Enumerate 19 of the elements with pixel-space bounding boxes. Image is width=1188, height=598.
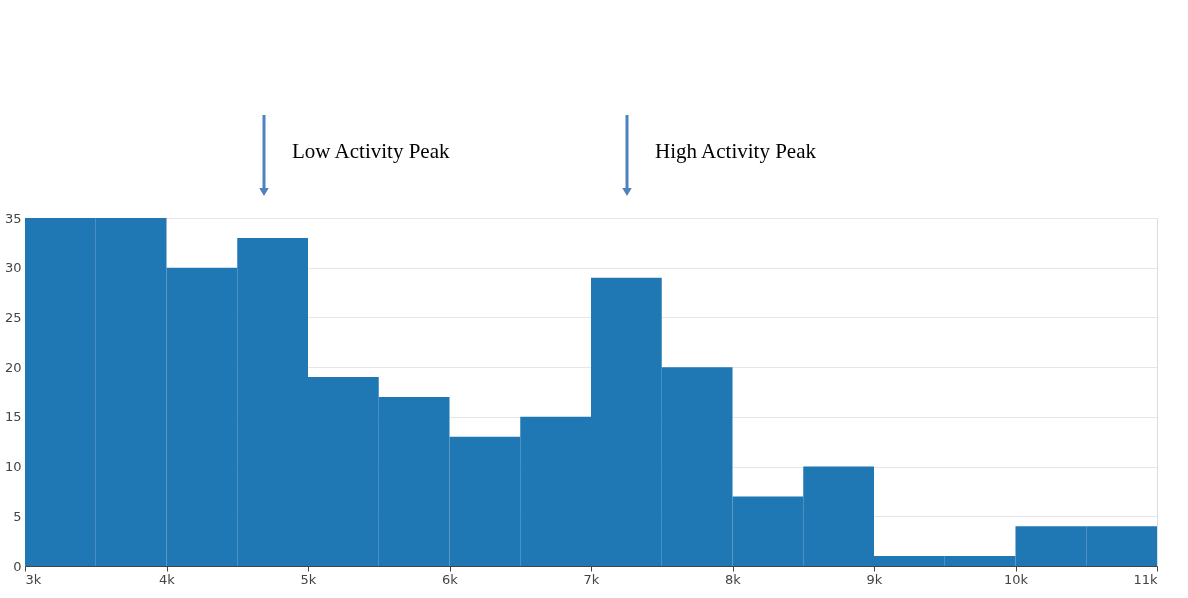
- y-tick-label: 25: [4, 309, 22, 325]
- x-tick-label: 10k: [1003, 571, 1029, 587]
- x-tick-label: 11k: [1133, 571, 1158, 587]
- y-tick-label: 5: [13, 508, 22, 524]
- y-tick-label: 20: [4, 359, 22, 375]
- y-tick-label: 30: [4, 260, 22, 276]
- x-tick-label: 5k: [300, 571, 317, 587]
- x-tick-label: 6k: [442, 571, 459, 587]
- x-tick-label: 4k: [159, 571, 176, 587]
- x-tick-label: 7k: [583, 571, 600, 587]
- y-tick-label: 0: [13, 558, 22, 574]
- text: High Activity Peak: [655, 139, 817, 163]
- x-tick-label: 3k: [25, 571, 42, 587]
- x-tick-label: 9k: [866, 571, 883, 587]
- y-tick-label: 10: [4, 459, 22, 475]
- y-tick-label: 35: [4, 210, 22, 226]
- x-tick-label: 8k: [725, 571, 742, 587]
- text: Low Activity Peak: [292, 139, 450, 163]
- y-tick-label: 15: [4, 409, 22, 425]
